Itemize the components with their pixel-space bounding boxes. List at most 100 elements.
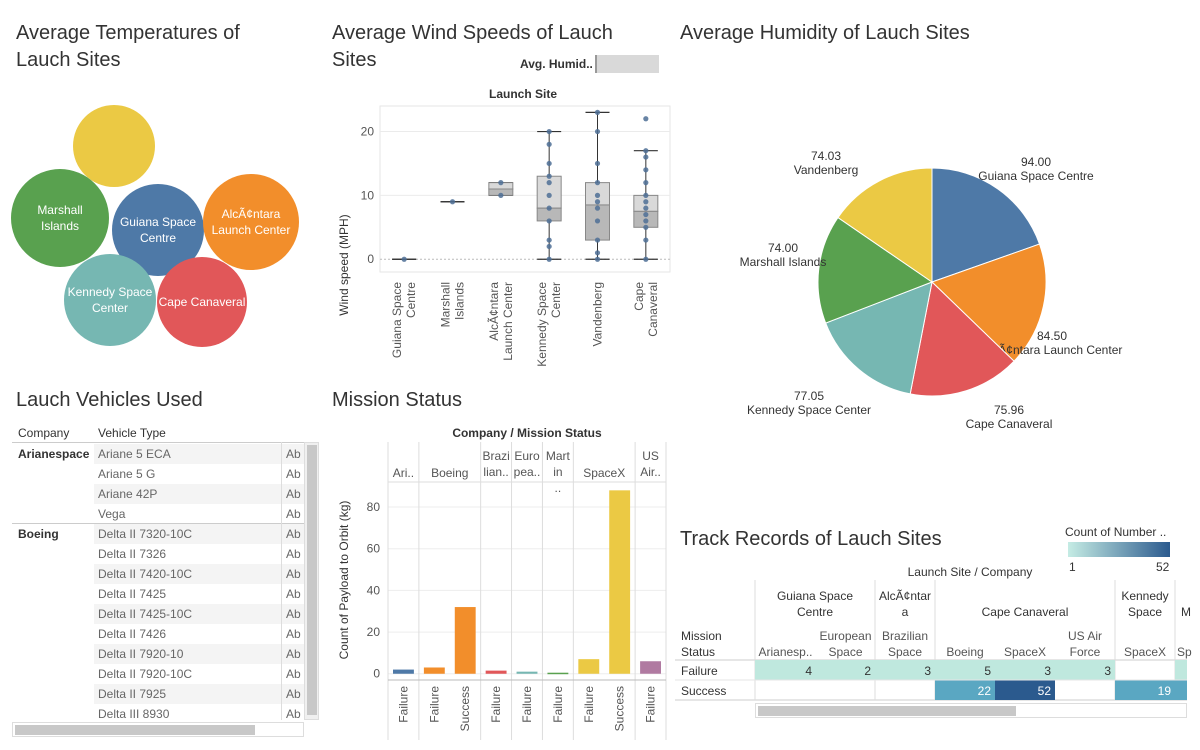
wind-y-tick: 0 bbox=[367, 252, 374, 266]
mission-bar bbox=[547, 672, 569, 675]
pie-name-label: Guiana Space Centre bbox=[978, 169, 1094, 183]
mission-company-label: Mart bbox=[546, 449, 571, 463]
mission-company-label: lian.. bbox=[483, 465, 508, 479]
mission-status-label: Failure bbox=[396, 686, 410, 723]
track-legend-title: Count of Number .. bbox=[1065, 525, 1167, 539]
vehicles-horizontal-scrollbar[interactable] bbox=[12, 722, 304, 737]
track-site-label: a bbox=[902, 605, 909, 619]
vehicles-type-cell[interactable]: Delta II 7425-10C bbox=[94, 604, 304, 624]
mission-y-tick: 40 bbox=[367, 583, 381, 597]
vehicles-type-cell[interactable]: Ariane 42P bbox=[94, 484, 304, 504]
humidity-filter-slider[interactable] bbox=[595, 55, 659, 73]
track-cell-value: 4 bbox=[805, 664, 812, 678]
bubble-label: Kennedy Space bbox=[68, 285, 153, 299]
pie-slice bbox=[837, 167, 933, 283]
vehicles-truncated-cell: Ab bbox=[286, 567, 301, 581]
vehicles-truncated-cell: Ab bbox=[286, 607, 301, 621]
wind-point bbox=[643, 211, 649, 218]
wind-point bbox=[594, 250, 601, 256]
wind-speed-boxplot: Launch Site Wind speed (MPH) 0 10 20 Guiana… bbox=[337, 87, 671, 367]
vehicles-type-cell[interactable]: Delta II 7425 bbox=[94, 584, 304, 604]
temps-title: Average Temperatures of Lauch Sites bbox=[16, 22, 240, 71]
wind-point bbox=[594, 192, 601, 198]
vehicles-truncated-cell: Ab bbox=[286, 687, 301, 701]
wind-y-tick: 10 bbox=[361, 188, 375, 202]
track-cell bbox=[995, 660, 1055, 680]
track-company-label: European bbox=[819, 629, 871, 643]
pie-value-label: 74.00 bbox=[768, 241, 798, 255]
track-company-label: Arianesp.. bbox=[758, 645, 812, 659]
mission-y-axis-label: Count of Payload to Orbit (kg) bbox=[337, 501, 351, 660]
track-cell bbox=[935, 660, 995, 680]
vehicles-column-divider bbox=[281, 442, 282, 720]
mission-y-tick: 20 bbox=[367, 625, 381, 639]
vehicles-title: Lauch Vehicles Used bbox=[16, 389, 203, 411]
vehicles-hscroll-thumb[interactable] bbox=[15, 725, 255, 735]
track-site-label: Space bbox=[1128, 605, 1162, 619]
bubble-label: Islands bbox=[41, 219, 79, 233]
mission-status-label: Failure bbox=[644, 686, 658, 723]
vehicles-truncated-cell: Ab bbox=[286, 627, 301, 641]
mission-bar bbox=[578, 659, 600, 674]
track-cell-value: 3 bbox=[1044, 664, 1051, 678]
pie-value-label: 77.05 bbox=[794, 389, 824, 403]
track-row-header: Mission bbox=[681, 629, 722, 643]
vehicles-type-cell[interactable]: Ariane 5 G bbox=[94, 464, 304, 484]
vehicles-vertical-scrollbar[interactable] bbox=[304, 442, 319, 720]
track-cell-value: 19 bbox=[1158, 684, 1172, 698]
mission-status-label: Failure bbox=[427, 686, 441, 723]
vehicles-truncated-cell: Ab bbox=[286, 707, 301, 721]
mission-title: Mission Status bbox=[332, 389, 463, 411]
wind-point bbox=[546, 237, 552, 243]
bubble-label: Launch Center bbox=[212, 223, 291, 237]
mission-y-tick: 80 bbox=[367, 500, 381, 514]
vehicles-type-cell[interactable]: Delta II 7426 bbox=[94, 624, 304, 644]
vehicles-type-cell[interactable]: Delta II 7925 bbox=[94, 684, 304, 704]
track-cell-value: 22 bbox=[978, 684, 992, 698]
vehicles-type-cell[interactable]: Delta II 7320-10C bbox=[94, 524, 304, 544]
bubble-label: Marshall bbox=[37, 203, 82, 217]
vehicles-type-cell[interactable]: Delta II 7326 bbox=[94, 544, 304, 564]
pie-name-label: Vandenberg bbox=[794, 163, 859, 177]
bubble-label: Guiana Space bbox=[120, 215, 196, 229]
wind-x-tick: AlcÃ¢ntara bbox=[487, 282, 501, 341]
track-site-label: Kennedy bbox=[1121, 589, 1168, 603]
wind-point bbox=[594, 199, 601, 205]
track-cell bbox=[1115, 680, 1175, 700]
vehicles-type-cell[interactable]: Vega bbox=[94, 504, 304, 524]
wind-point bbox=[546, 128, 552, 135]
track-hscroll-thumb[interactable] bbox=[758, 706, 1016, 716]
bubble-label: Centre bbox=[140, 231, 176, 245]
track-status-label: Success bbox=[681, 684, 726, 698]
track-company-label: Sp bbox=[1177, 645, 1192, 659]
mission-company-label: pea.. bbox=[514, 465, 541, 479]
vehicles-scroll-thumb[interactable] bbox=[307, 445, 317, 715]
wind-point bbox=[594, 160, 601, 167]
track-horizontal-scrollbar[interactable] bbox=[755, 703, 1187, 718]
wind-chart-header: Launch Site bbox=[489, 87, 557, 101]
vehicles-type-cell[interactable]: Delta III 8930 bbox=[94, 704, 304, 724]
wind-point bbox=[546, 173, 552, 179]
vehicles-type-cell[interactable]: Ariane 5 ECA bbox=[94, 444, 304, 464]
track-site-label: Cape Canaveral bbox=[982, 605, 1069, 619]
temperature-bubble bbox=[11, 169, 109, 267]
vehicles-header-company: Company bbox=[18, 426, 70, 440]
pie-value-label: 74.03 bbox=[811, 149, 841, 163]
mission-status-label: Failure bbox=[551, 686, 565, 723]
vehicles-type-cell[interactable]: Delta II 7420-10C bbox=[94, 564, 304, 584]
mission-bar bbox=[454, 607, 476, 674]
track-cell bbox=[1055, 660, 1115, 680]
track-company-label: Space bbox=[888, 645, 922, 659]
vehicles-type-cell[interactable]: Delta II 7920-10C bbox=[94, 664, 304, 684]
wind-point bbox=[643, 256, 649, 262]
track-company-label: US Air bbox=[1068, 629, 1102, 643]
vehicles-type-cell[interactable]: Delta II 7920-10 bbox=[94, 644, 304, 664]
mission-y-tick: 0 bbox=[373, 667, 380, 681]
track-cell bbox=[1175, 680, 1187, 700]
wind-point bbox=[643, 154, 649, 160]
wind-point bbox=[643, 180, 649, 186]
wind-point bbox=[546, 205, 552, 211]
humidity-title: Average Humidity of Lauch Sites bbox=[680, 22, 970, 44]
vehicles-company-cell: Boeing bbox=[18, 527, 59, 541]
wind-y-axis-label: Wind speed (MPH) bbox=[337, 214, 351, 315]
